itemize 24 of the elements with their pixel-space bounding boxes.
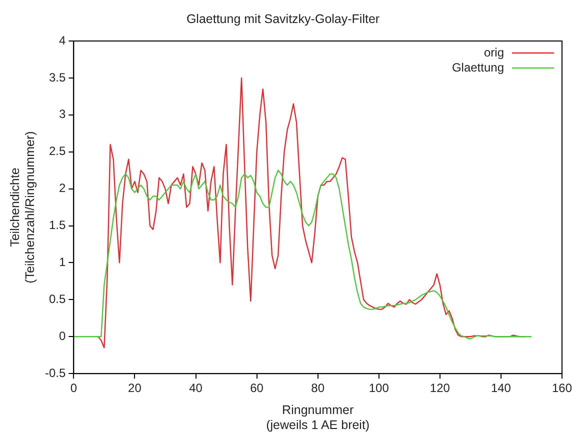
y-tick-label: 4 bbox=[58, 33, 66, 48]
x-tick-label: 0 bbox=[70, 381, 78, 396]
x-tick-label: 60 bbox=[250, 381, 264, 396]
y-tick-label: 0 bbox=[58, 328, 66, 343]
y-tick-label: 3 bbox=[58, 107, 66, 122]
x-tick-label: 160 bbox=[552, 381, 572, 396]
y-tick-label: 3.5 bbox=[48, 70, 66, 84]
legend-label: Glaettung bbox=[452, 60, 504, 74]
x-axis-title: Ringnummer (jeweils 1 AE breit) bbox=[266, 402, 370, 432]
legend-label: orig bbox=[484, 45, 504, 60]
x-tick-label: 120 bbox=[430, 381, 450, 396]
y-tick-label: 2.5 bbox=[48, 144, 66, 158]
y-tick-label: 1 bbox=[58, 255, 66, 270]
chart-title: Glaettung mit Savitzky-Golay-Filter bbox=[186, 12, 380, 26]
x-tick-label: 140 bbox=[490, 381, 512, 396]
x-tick-label: 100 bbox=[368, 381, 390, 396]
y-tick-label: -0.5 bbox=[44, 366, 66, 380]
x-tick-label: 20 bbox=[128, 381, 142, 396]
y-axis-title: Teilchendichte (Teilchenzahl/Ringnummer) bbox=[8, 131, 37, 284]
y-tick-label: 1.5 bbox=[48, 218, 66, 232]
y-tick-label: 2 bbox=[58, 181, 66, 196]
x-tick-label: 80 bbox=[311, 381, 325, 396]
x-tick-label: 40 bbox=[189, 381, 203, 396]
y-tick-label: 0.5 bbox=[48, 292, 66, 306]
